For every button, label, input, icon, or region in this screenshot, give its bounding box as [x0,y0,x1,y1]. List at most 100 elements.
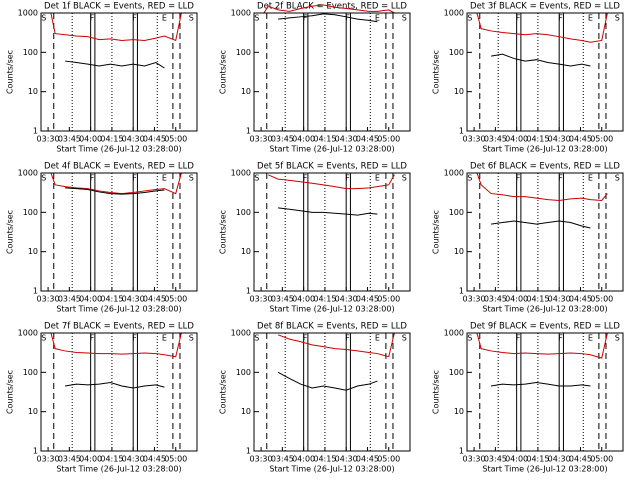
y-axis-label: Counts/sec [432,370,441,414]
series-line [278,207,378,216]
x-tick-label: 03:45 [271,295,294,304]
x-tick-label: 04:45 [569,455,592,464]
series-line [476,12,608,43]
x-tick-label: 04:00 [79,295,102,304]
y-tick-label: 10 [454,87,464,96]
event-letter: E [162,174,167,183]
y-axis-label: Counts/sec [6,370,15,414]
x-tick-label: 04:45 [143,455,166,464]
series-line [65,382,165,389]
y-axis-label: Counts/sec [219,210,228,254]
y-tick-label: 1000 [18,9,38,18]
event-letter: F [132,334,137,343]
x-tick-label: 04:30 [122,295,145,304]
y-tick-label: 100 [23,368,38,377]
event-letter: S [254,334,259,343]
x-tick-label: 05:00 [164,295,187,304]
event-letter: F [345,174,350,183]
series-line [491,53,591,67]
x-tick-label: 04:30 [335,455,358,464]
event-letter: E [588,334,593,343]
x-tick-label: 05:00 [377,295,400,304]
x-axis-label: Start Time (26-Jul-12 03:28:00) [482,145,607,154]
y-tick-label: 100 [23,48,38,57]
x-tick-label: 05:00 [377,455,400,464]
x-tick-label: 04:00 [292,135,315,144]
x-tick-label: 03:45 [484,455,507,464]
chart-title: Det 4f BLACK = Events, RED = LLD [44,162,194,172]
x-tick-label: 04:00 [505,135,528,144]
x-axis-label: Start Time (26-Jul-12 03:28:00) [269,145,394,154]
y-tick-label: 1000 [18,169,38,178]
event-letter: S [254,174,259,183]
y-axis-label: Counts/sec [6,210,15,254]
y-axis-label: Counts/sec [6,50,15,94]
x-tick-label: 04:15 [313,135,336,144]
series-line [65,187,165,195]
x-tick-label: 03:30 [37,455,60,464]
y-tick-label: 1000 [18,329,38,338]
event-letter: E [375,14,380,23]
y-tick-label: 10 [454,407,464,416]
x-tick-label: 04:30 [548,135,571,144]
y-tick-label: 100 [236,208,251,217]
y-axis-label: Counts/sec [432,50,441,94]
event-letter: F [516,14,521,23]
x-tick-label: 03:30 [37,135,60,144]
chart-title: Det 1f BLACK = Events, RED = LLD [44,2,194,12]
event-letter: F [345,14,350,23]
x-tick-label: 04:00 [79,135,102,144]
x-tick-label: 03:30 [250,135,273,144]
event-letter: F [345,334,350,343]
y-tick-label: 1000 [444,9,464,18]
event-letter: F [90,14,95,23]
chart-title: Det 6f BLACK = Events, RED = LLD [470,162,620,172]
event-letter: S [615,334,620,343]
x-tick-label: 04:30 [335,295,358,304]
y-tick-label: 1 [246,127,251,136]
x-tick-label: 03:30 [463,455,486,464]
event-letter: S [615,14,620,23]
y-tick-label: 1 [246,287,251,296]
event-letter: E [162,334,167,343]
event-letter: S [41,174,46,183]
y-tick-label: 10 [241,247,251,256]
chart-title: Det 5f BLACK = Events, RED = LLD [257,162,407,172]
x-tick-label: 04:15 [313,295,336,304]
x-tick-label: 04:15 [526,295,549,304]
y-tick-label: 1000 [231,329,251,338]
plot-frame [466,12,624,132]
y-tick-label: 1 [459,127,464,136]
y-tick-label: 1 [33,287,38,296]
y-tick-label: 10 [241,87,251,96]
x-tick-label: 03:30 [37,295,60,304]
event-letter: E [588,14,593,23]
event-letter: E [588,174,593,183]
event-letter: F [303,174,308,183]
series-line [50,172,182,195]
x-tick-label: 04:15 [100,455,123,464]
event-letter: S [189,14,194,23]
x-tick-label: 03:45 [58,455,81,464]
x-tick-label: 04:45 [356,135,379,144]
plot-frame [253,332,411,452]
event-letter: F [303,334,308,343]
series-line [65,60,165,69]
y-axis-label: Counts/sec [219,370,228,414]
event-letter: F [90,174,95,183]
series-line [278,13,378,23]
x-axis-label: Start Time (26-Jul-12 03:28:00) [269,305,394,314]
event-letter: S [467,174,472,183]
x-tick-label: 04:00 [292,455,315,464]
chart-title: Det 7f BLACK = Events, RED = LLD [44,322,194,332]
y-tick-label: 100 [449,48,464,57]
series-line [50,12,182,42]
x-tick-label: 04:45 [569,135,592,144]
series-line [277,332,395,358]
y-tick-label: 1000 [231,169,251,178]
series-line [50,332,182,358]
event-letter: F [132,174,137,183]
y-tick-label: 100 [449,208,464,217]
series-line [491,220,591,229]
x-tick-label: 04:45 [143,135,166,144]
